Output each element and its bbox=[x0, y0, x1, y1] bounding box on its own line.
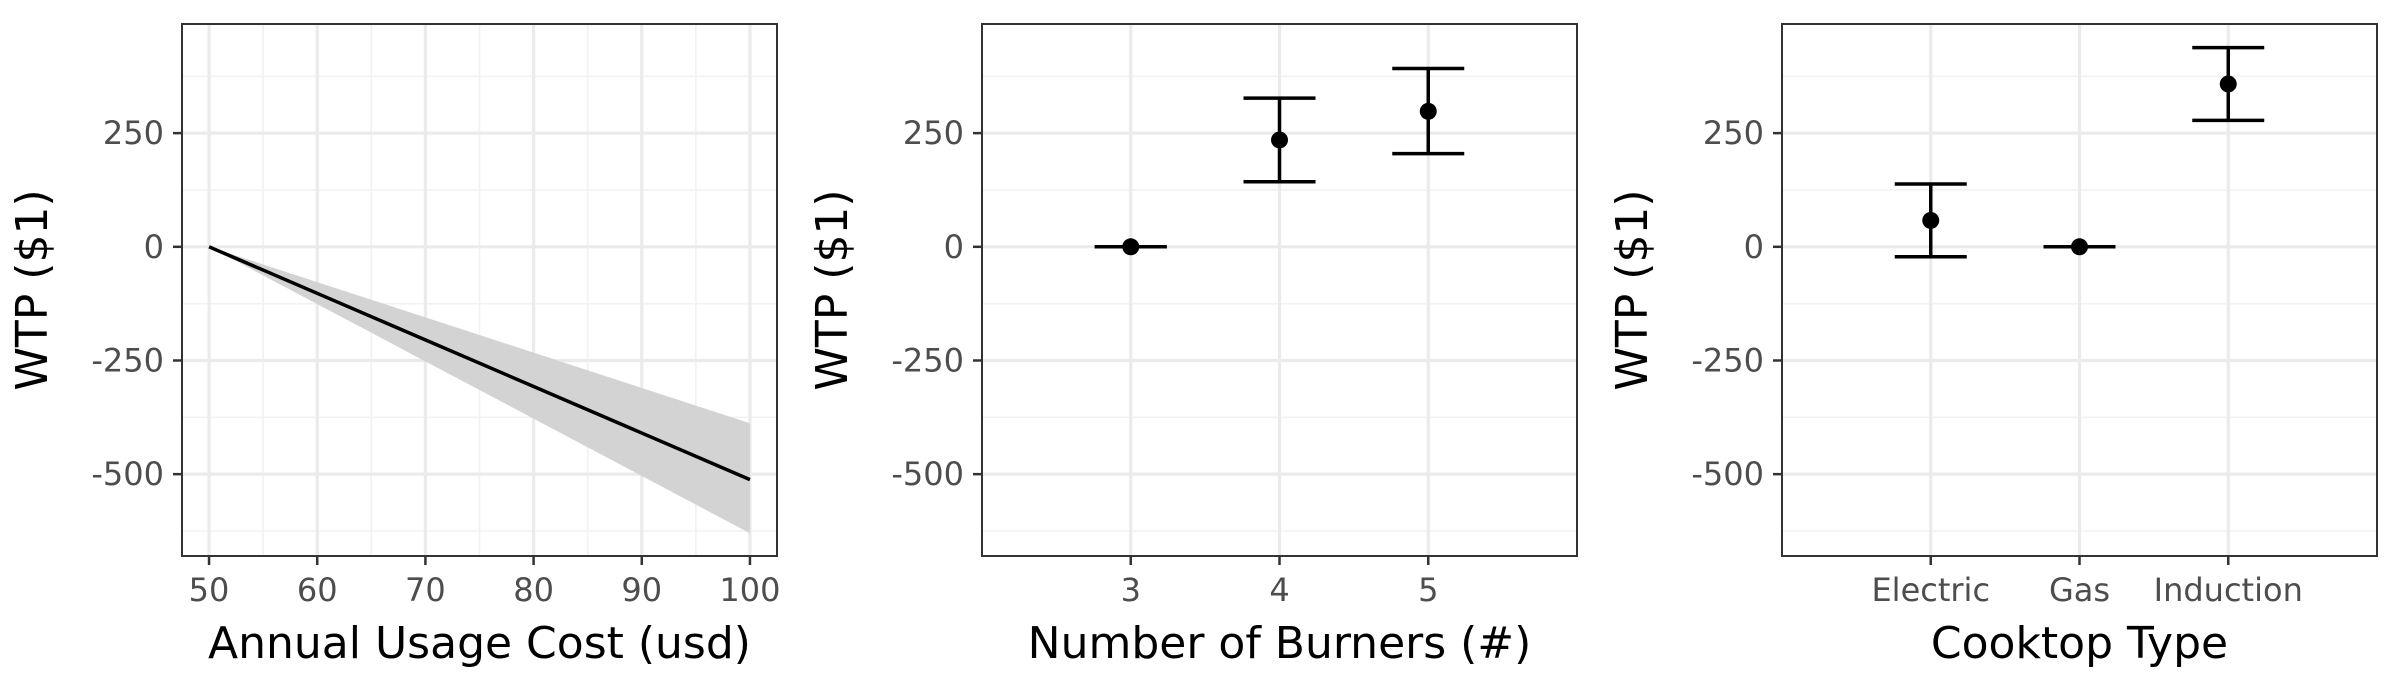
y-tick-label: 0 bbox=[944, 228, 964, 266]
x-axis-title: Number of Burners (#) bbox=[1028, 618, 1532, 669]
y-tick-label: 250 bbox=[1703, 114, 1764, 152]
x-tick-label: 50 bbox=[189, 571, 230, 609]
data-point bbox=[1420, 103, 1437, 120]
y-tick-label: 0 bbox=[144, 228, 164, 266]
data-point bbox=[2071, 238, 2088, 255]
data-point bbox=[1271, 131, 1288, 148]
x-tick-label: 70 bbox=[405, 571, 446, 609]
data-point bbox=[1122, 238, 1139, 255]
y-tick-label: -500 bbox=[91, 455, 164, 493]
x-tick-label: 5 bbox=[1418, 571, 1438, 609]
x-tick-label: Electric bbox=[1871, 571, 1990, 609]
y-tick-label: -500 bbox=[891, 455, 964, 493]
y-tick-label: 250 bbox=[103, 114, 164, 152]
x-tick-label: 3 bbox=[1121, 571, 1141, 609]
x-tick-label: Induction bbox=[2154, 571, 2303, 609]
y-tick-label: 250 bbox=[903, 114, 964, 152]
y-axis-title: WTP ($1) bbox=[807, 189, 858, 390]
x-axis-title: Cooktop Type bbox=[1931, 618, 2228, 669]
y-tick-label: -250 bbox=[1691, 341, 1764, 379]
y-tick-label: -250 bbox=[91, 341, 164, 379]
data-point bbox=[1922, 212, 1939, 229]
x-tick-label: 60 bbox=[297, 571, 338, 609]
x-tick-label: 90 bbox=[621, 571, 662, 609]
y-tick-label: 0 bbox=[1744, 228, 1764, 266]
x-tick-label: 80 bbox=[513, 571, 554, 609]
x-axis-title: Annual Usage Cost (usd) bbox=[208, 618, 751, 669]
y-axis-title: WTP ($1) bbox=[7, 189, 58, 390]
data-point bbox=[2220, 76, 2237, 93]
x-tick-label: Gas bbox=[2049, 571, 2110, 609]
y-tick-label: -250 bbox=[891, 341, 964, 379]
x-tick-label: 4 bbox=[1269, 571, 1289, 609]
y-axis-title: WTP ($1) bbox=[1607, 189, 1658, 390]
y-tick-label: -500 bbox=[1691, 455, 1764, 493]
x-tick-label: 100 bbox=[719, 571, 780, 609]
